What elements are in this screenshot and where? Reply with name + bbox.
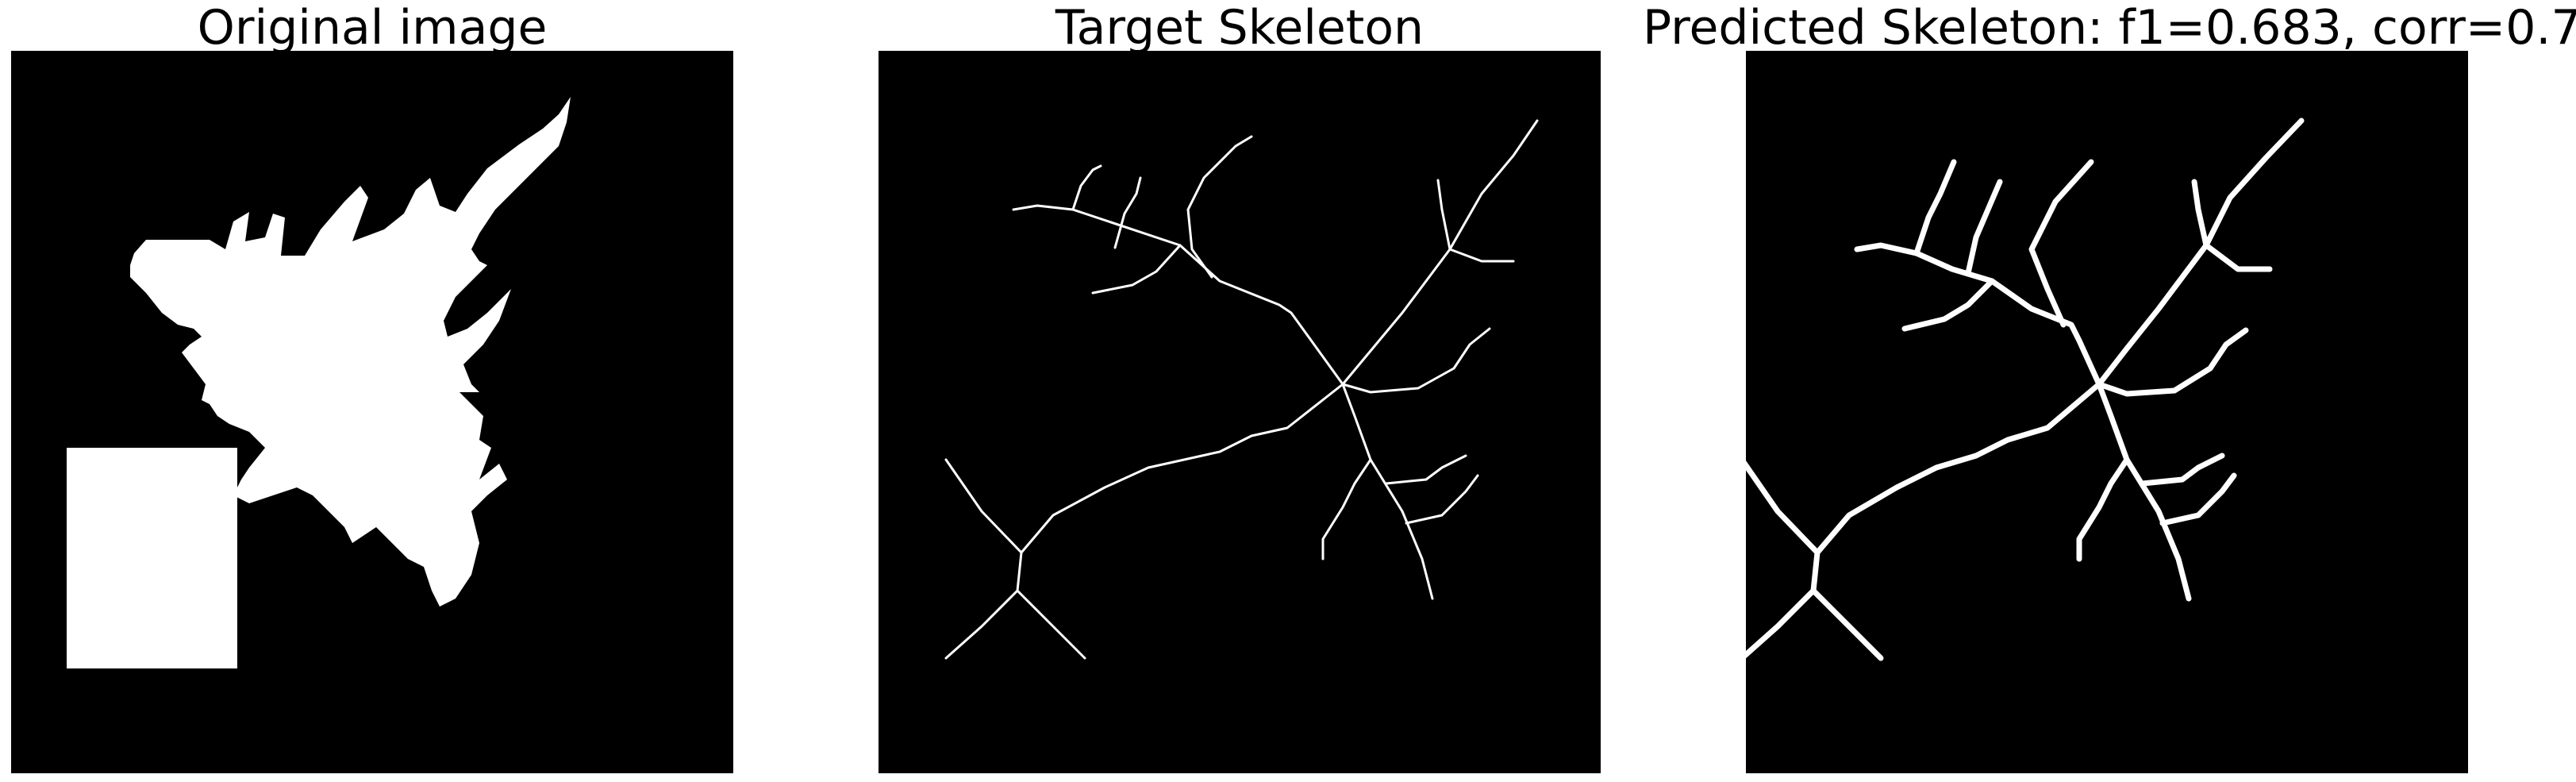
skeleton-wing-right [2096,327,2249,397]
skeleton-tail-fin-1 [1321,458,1372,560]
skeleton-upper-fin-2 [1965,179,2003,276]
skeleton-upper-fin-3 [1071,164,1102,211]
skeleton-wing-right [1341,327,1491,394]
original-image [67,97,571,668]
original-image-panel [11,51,733,773]
skeleton-trunk [1071,208,1344,386]
skeleton-nose [1341,119,1539,386]
skeleton-small-branch [1901,278,1995,332]
skeleton-left-wing-tip [1012,204,1075,211]
original-image-title: Original image [197,0,548,56]
skeleton-nose [2096,117,2305,387]
skeleton-fin-near-nose [2191,179,2209,248]
skeleton-left-tail-down [1746,587,1817,659]
skeleton-upper-fin-2 [1113,176,1142,249]
white-square [67,448,237,668]
skeleton-lower-body [1810,381,2102,594]
skeleton-tail-fin-2 [1385,454,1467,485]
skeleton-nose-side [2203,242,2273,272]
skeleton-tail-fin-3 [1405,474,1479,525]
airplane-silhouette [130,97,571,607]
target-skeleton-panel [879,51,1601,773]
skeleton-upper-fin-1 [2028,159,2094,328]
skeleton-fin-near-nose [1436,179,1451,251]
target-skeleton [944,119,1539,660]
predicted-skeleton-panel [1746,51,2468,773]
skeleton-lower-body [1016,383,1344,592]
skeleton-right-tail [1016,589,1086,660]
skeleton-left-wing-tip [1854,242,1920,256]
skeleton-aft-body [2096,381,2192,602]
skeleton-left-tail-up [1746,460,1821,556]
skeleton-small-branch [1091,244,1182,295]
skeleton-tail-fin-2 [2140,453,2225,487]
skeleton-upper-fin-3 [1913,159,1957,256]
skeleton-tail-fin-1 [2076,456,2130,562]
predicted-skeleton-title: Predicted Skeleton: f1=0.683, corr=0.719 [1643,0,2576,56]
skeleton-aft-body [1341,383,1434,600]
skeleton-nose-side [1448,248,1515,263]
skeleton-left-tail-down [944,589,1019,660]
skeleton-trunk [1913,250,2102,387]
skeleton-upper-fin-1 [1186,135,1253,279]
skeleton-left-tail-up [944,458,1023,554]
predicted-skeleton [1746,117,2305,661]
skeleton-right-tail [1810,587,1884,661]
target-skeleton-title: Target Skeleton [1055,0,1424,56]
skeleton-tail-fin-3 [2159,472,2237,526]
